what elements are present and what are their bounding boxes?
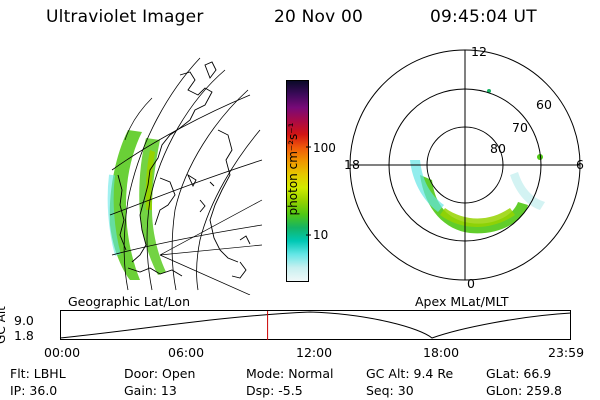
ip-info: IP: 36.0 — [10, 383, 58, 398]
alt-tick-high: 9.0 — [14, 313, 34, 328]
seq-info: Seq: 30 — [366, 383, 414, 398]
mlt-label-18: 18 — [344, 157, 360, 172]
x-tick-2359: 23:59 — [548, 345, 585, 360]
door-info: Door: Open — [124, 366, 196, 381]
date-label: 20 Nov 00 — [274, 7, 364, 27]
geographic-title: Geographic Lat/Lon — [68, 294, 190, 309]
glat-info: GLat: 66.9 — [486, 366, 552, 381]
apex-title: Apex MLat/MLT — [415, 294, 509, 309]
mlt-label-6: 6 — [576, 157, 584, 172]
color-scale-bar — [286, 80, 309, 282]
mlt-label-0: 0 — [467, 276, 475, 291]
alt-tick-low: 1.8 — [14, 328, 34, 343]
altitude-plot — [59, 310, 572, 340]
colorbar-ticks — [306, 146, 311, 236]
lat-label-60: 60 — [536, 97, 552, 112]
mlt-label-12: 12 — [471, 44, 487, 59]
x-tick-1800: 18:00 — [423, 345, 460, 360]
instrument-title: Ultraviolet Imager — [46, 7, 204, 27]
mode-info: Mode: Normal — [246, 366, 334, 381]
alt-ylabel: GC Alt — [0, 306, 8, 344]
polar-plot — [349, 49, 581, 281]
glon-info: GLon: 259.8 — [486, 383, 562, 398]
dsp-info: Dsp: -5.5 — [246, 383, 303, 398]
lat-label-70: 70 — [512, 120, 528, 135]
lat-label-80: 80 — [490, 141, 506, 156]
colorbar-unit-label: photon cm⁻²s⁻¹ — [286, 122, 300, 216]
colorbar-tick-100: 100 — [313, 141, 336, 155]
x-tick-1200: 12:00 — [296, 345, 333, 360]
gc-alt-info: GC Alt: 9.4 Re — [366, 366, 454, 381]
x-tick-0000: 00:00 — [44, 345, 81, 360]
colorbar-tick-10: 10 — [313, 228, 329, 242]
geographic-map — [107, 57, 263, 295]
x-tick-0600: 06:00 — [168, 345, 205, 360]
gain-info: Gain: 13 — [124, 383, 177, 398]
time-label: 09:45:04 UT — [430, 7, 537, 27]
altitude-curve — [59, 311, 572, 339]
flt-info: Flt: LBHL — [10, 366, 66, 381]
